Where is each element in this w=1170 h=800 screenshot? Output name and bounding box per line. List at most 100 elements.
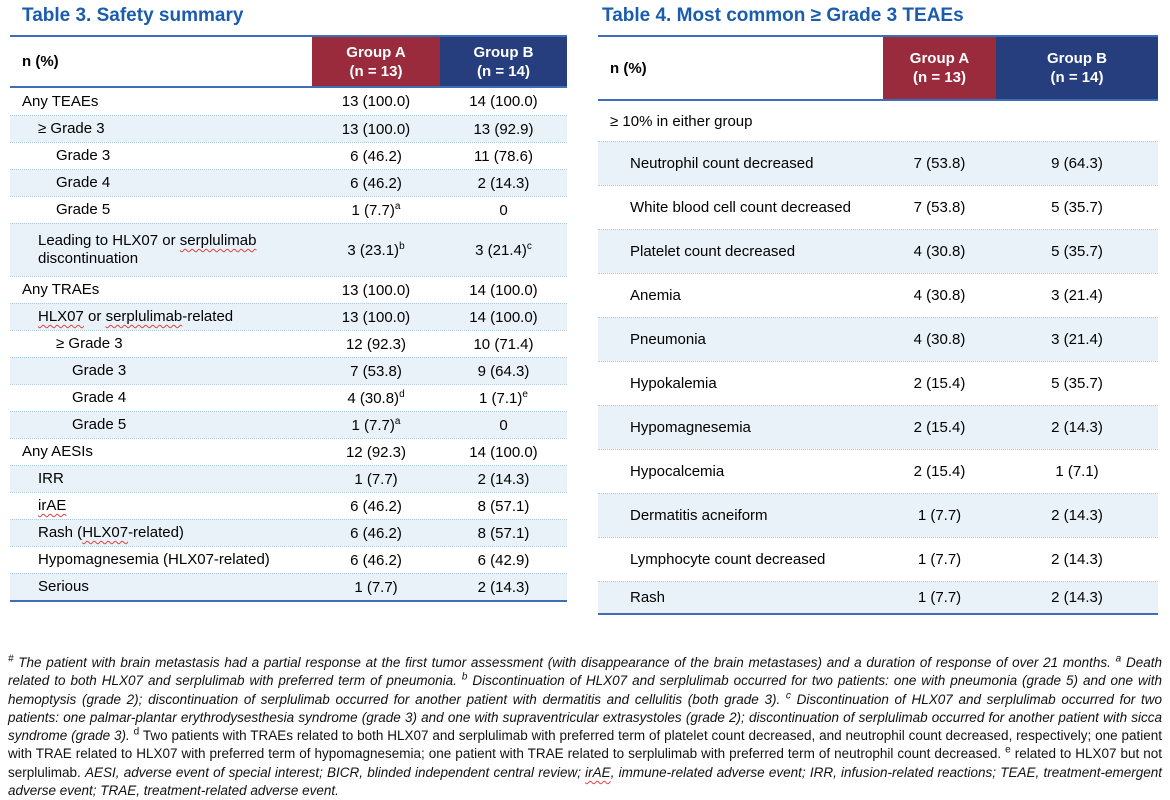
value-group-b: 14 (100.0) (469, 443, 538, 461)
tables-row: Table 3. Safety summary n (%) Group A (n… (0, 5, 1170, 637)
value-group-a: 4 (30.8) (913, 243, 966, 260)
value-group-a: 1 (7.7) (917, 507, 962, 524)
value-group-a: 13 (100.0) (341, 281, 411, 299)
table-row: Hypomagnesemia 2 (15.4) 2 (14.3) (598, 405, 1158, 449)
table-row: Leading to HLX07 or serplulimab disconti… (10, 223, 567, 276)
table-row: Dermatitis acneiform 1 (7.7) 2 (14.3) (598, 493, 1158, 537)
value-group-b: 2 (14.3) (1051, 589, 1103, 606)
value-group-b: 3 (21.4) (1051, 287, 1103, 304)
table-row: ≥ Grade 3 13 (100.0) 13 (92.9) (10, 115, 567, 142)
footnote: # The patient with brain metastasis had … (8, 653, 1163, 799)
table-row: Grade 3 7 (53.8) 9 (64.3) (10, 357, 567, 384)
row-label: Rash (HLX07-related) (38, 524, 184, 541)
table-row: Rash 1 (7.7) 2 (14.3) (598, 581, 1158, 613)
table-row: White blood cell count decreased 7 (53.8)… (598, 185, 1158, 229)
row-label: ≥ Grade 3 (38, 120, 105, 137)
row-label: Platelet count decreased (630, 242, 796, 260)
row-label: IRR (38, 470, 64, 487)
table-row: ≥ Grade 3 12 (92.3) 10 (71.4) (10, 330, 567, 357)
value-group-a: 1 (7.7)a (351, 200, 401, 219)
group-a-label: Group A (909, 50, 970, 67)
value-group-a: 13 (100.0) (341, 120, 411, 138)
value-group-a: 6 (46.2) (350, 174, 402, 192)
value-group-b: 14 (100.0) (469, 93, 538, 110)
table4-header-group-b: Group B (n = 14) (996, 37, 1158, 99)
value-group-b: 11 (78.6) (474, 147, 533, 165)
table4-section: Table 4. Most common ≥ Grade 3 TEAEs n (… (598, 5, 1158, 637)
row-label: irAE (38, 497, 67, 514)
row-label: Any TRAEs (22, 281, 100, 298)
value-group-b: 2 (14.3) (477, 174, 530, 192)
group-b-n: (n = 14) (1050, 69, 1104, 86)
value-group-a: 6 (46.2) (350, 147, 402, 165)
table-row: Rash (HLX07-related) 6 (46.2) 8 (57.1) (10, 519, 567, 546)
table-row: Platelet count decreased 4 (30.8) 5 (35.7) (598, 229, 1158, 273)
table-row: Grade 5 1 (7.7)a 0 (10, 196, 567, 223)
value-group-a: 12 (92.3) (345, 443, 407, 461)
row-label: Lymphocyte count decreased (630, 550, 826, 568)
row-label: Grade 4 (72, 389, 127, 406)
table-row: Neutrophil count decreased 7 (53.8) 9 (64.… (598, 141, 1158, 185)
row-label: Grade 3 (72, 362, 127, 379)
value-group-a: 4 (30.8)d (347, 388, 405, 407)
table-row: Any AESIs 12 (92.3) 14 (100.0) (10, 438, 567, 465)
value-group-a: 6 (46.2) (350, 524, 402, 542)
row-label: ≥ Grade 3 (56, 335, 123, 352)
value-group-b: 0 (499, 201, 508, 219)
value-group-b: 10 (71.4) (473, 335, 534, 353)
value-group-b: 2 (14.3) (1051, 551, 1103, 568)
group-b-n: (n = 14) (477, 62, 530, 80)
table3-header-row: n (%) Group A (n = 13) Group B (n = 14) (10, 35, 567, 88)
value-group-a: 6 (46.2) (350, 551, 402, 569)
row-label: Anemia (630, 286, 681, 304)
row-label: Serious (38, 578, 89, 595)
value-group-a: 1 (7.7) (354, 470, 398, 488)
value-group-a: 7 (53.8) (350, 362, 402, 380)
value-group-a: 12 (92.3) (345, 335, 407, 353)
table3-title: Table 3. Safety summary (22, 5, 244, 26)
value-group-a: 2 (15.4) (913, 375, 966, 392)
value-group-b: 2 (14.3) (1051, 419, 1103, 436)
table-row: Grade 4 6 (46.2) 2 (14.3) (10, 169, 567, 196)
table-row: Lymphocyte count decreased 1 (7.7) 2 (14.3… (598, 537, 1158, 581)
value-group-a: 2 (15.4) (913, 463, 966, 480)
value-group-b: 5 (35.7) (1051, 199, 1103, 216)
value-group-b: 9 (64.3) (477, 362, 530, 380)
value-group-b: 2 (14.3) (1051, 507, 1103, 524)
section-row: ≥ 10% in either group (598, 101, 1158, 141)
table3-body: Any TEAEs 13 (100.0) 14 (100.0) ≥ Grade 3 13… (10, 88, 567, 600)
value-group-a: 13 (100.0) (341, 93, 411, 110)
row-label: Grade 5 (56, 201, 111, 218)
row-label: Hypokalemia (630, 374, 717, 392)
table-row: IRR 1 (7.7) 2 (14.3) (10, 465, 567, 492)
table-row: Grade 3 6 (46.2) 11 (78.6) (10, 142, 567, 169)
table4-header-row: n (%) Group A (n = 13) Group B (n = 14) (598, 35, 1158, 101)
row-label: Grade 4 (56, 174, 111, 191)
group-a-n: (n = 13) (913, 69, 966, 86)
group-a-label: Group A (346, 43, 406, 61)
row-label: Leading to HLX07 or serplulimab disconti… (38, 232, 257, 267)
value-group-b: 9 (64.3) (1051, 155, 1103, 172)
row-label: Hypomagnesemia (630, 418, 751, 436)
value-group-a: 4 (30.8) (913, 287, 966, 304)
group-b-label: Group B (473, 43, 534, 61)
group-b-label: Group B (1047, 50, 1107, 67)
value-group-a: 4 (30.8) (913, 331, 966, 348)
value-group-a: 1 (7.7)a (351, 415, 401, 434)
value-group-b: 1 (7.1) (1055, 463, 1099, 480)
section-label: ≥ 10% in either group (610, 112, 753, 130)
table3-header-group-a: Group A (n = 13) (312, 37, 440, 86)
table-row: HLX07 or serplulimab-related 13 (100.0) 14… (10, 303, 567, 330)
value-group-a: 7 (53.8) (913, 155, 966, 172)
row-label: Grade 5 (72, 416, 127, 433)
table4-title: Table 4. Most common ≥ Grade 3 TEAEs (602, 5, 964, 26)
row-label: White blood cell count decreased (630, 198, 851, 216)
value-group-b: 3 (21.4) (1051, 331, 1103, 348)
row-label: Grade 3 (56, 147, 111, 164)
table4-body: ≥ 10% in either group Neutrophil count d… (598, 101, 1158, 613)
table-row: Pneumonia 4 (30.8) 3 (21.4) (598, 317, 1158, 361)
value-group-b: 13 (92.9) (473, 120, 534, 138)
table3: n (%) Group A (n = 13) Group B (n = 14) … (10, 35, 567, 602)
row-label: Hypocalcemia (630, 462, 725, 480)
